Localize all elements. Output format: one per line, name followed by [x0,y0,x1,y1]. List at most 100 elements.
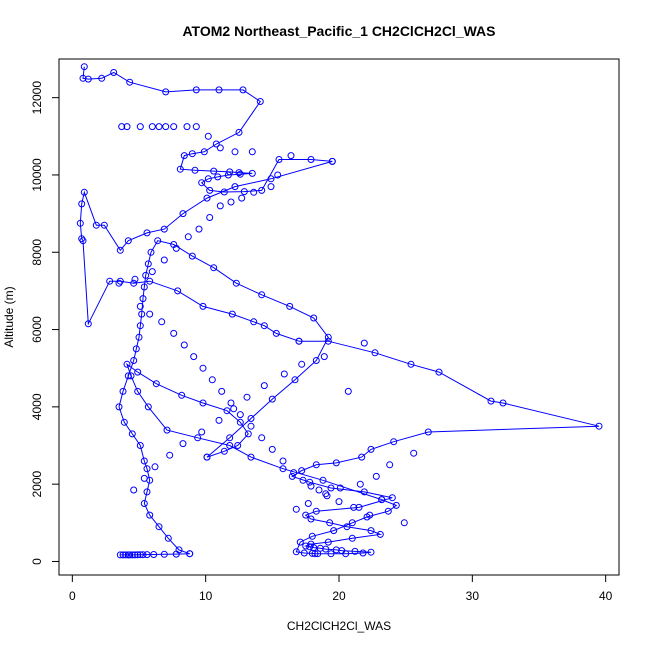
data-point [134,387,142,395]
data-point [186,550,194,558]
data-point [268,395,276,403]
data-point [148,268,156,276]
data-point [100,221,108,229]
data-point [244,430,252,438]
data-point [192,86,200,94]
data-point [308,549,316,557]
data-point [124,372,132,380]
x-axis: 0 10 20 30 40 [69,574,613,603]
data-point [119,387,127,395]
data-point [231,183,239,191]
data-point [256,98,264,105]
data-point [220,447,228,455]
data-point [258,291,266,299]
data-point [155,123,163,131]
data-point [136,551,144,559]
data-point [84,75,92,83]
data-point [312,357,320,364]
data-point [238,194,246,202]
data-point [206,214,214,221]
data-point [275,156,283,163]
data-point [92,221,100,229]
data-point [344,387,352,395]
data-point [120,418,128,426]
data-point [143,229,151,237]
data-point [218,387,226,395]
x-tick-label: 0 [69,589,76,603]
data-point [210,264,218,272]
y-axis: 0 2000 4000 6000 8000 10000 12000 [30,81,60,565]
y-tick-label: 6000 [30,316,44,343]
data-point [166,451,174,459]
data-point [78,200,86,208]
data-point [124,551,132,559]
data-point [290,469,298,477]
data-point [151,463,159,471]
data-point [170,329,178,337]
data-point [118,123,126,131]
data-point [234,442,242,449]
data-point [336,484,344,492]
series-line-2 [79,160,333,342]
data-point [128,551,136,559]
data-point [140,500,148,507]
data-point [176,165,184,173]
data-point [154,237,162,245]
y-tick-label: 0 [30,558,44,565]
data-point [322,490,330,498]
data-point [119,551,127,559]
data-point [595,422,603,430]
y-tick-label: 10000 [30,158,44,192]
data-point [78,235,86,243]
data-point [236,411,244,419]
data-point [178,391,186,399]
data-point [248,169,256,177]
data-point [235,128,243,136]
data-point [210,167,218,175]
data-point [174,287,182,295]
data-point [179,440,187,448]
data-point [146,277,154,285]
data-point [134,551,142,559]
data-point [160,256,168,264]
data-point [227,198,235,206]
data-point [143,465,151,473]
data-point [198,428,206,436]
data-point [139,551,147,559]
data-point [134,368,142,376]
data-point [148,123,156,131]
data-point [287,152,295,160]
data-point [215,86,223,94]
data-point [410,449,418,457]
data-point [179,210,187,218]
data-point [388,494,396,502]
data-point [343,523,351,531]
data-point [236,170,244,178]
data-point [302,511,310,519]
data-point [150,551,158,558]
data-point [116,551,124,559]
data-point [323,492,331,500]
x-axis-label: CH2ClCH2Cl_WAS [287,619,391,633]
data-point [332,546,340,554]
data-point [280,370,288,378]
data-point [215,416,223,424]
data-point [312,461,320,469]
data-point [144,403,152,411]
data-point [279,465,287,473]
series-layer [79,66,600,556]
data-point [184,233,192,241]
data-point [307,156,315,163]
data-point [366,511,374,519]
data-point [116,277,124,285]
data-point [250,188,258,196]
data-point [220,188,228,196]
data-point [304,500,312,507]
data-point [400,519,408,527]
data-point [131,551,139,559]
data-point [110,69,118,76]
data-point [316,544,324,552]
x-tick-label: 10 [199,589,213,603]
data-point [124,237,132,245]
data-point [188,252,196,260]
